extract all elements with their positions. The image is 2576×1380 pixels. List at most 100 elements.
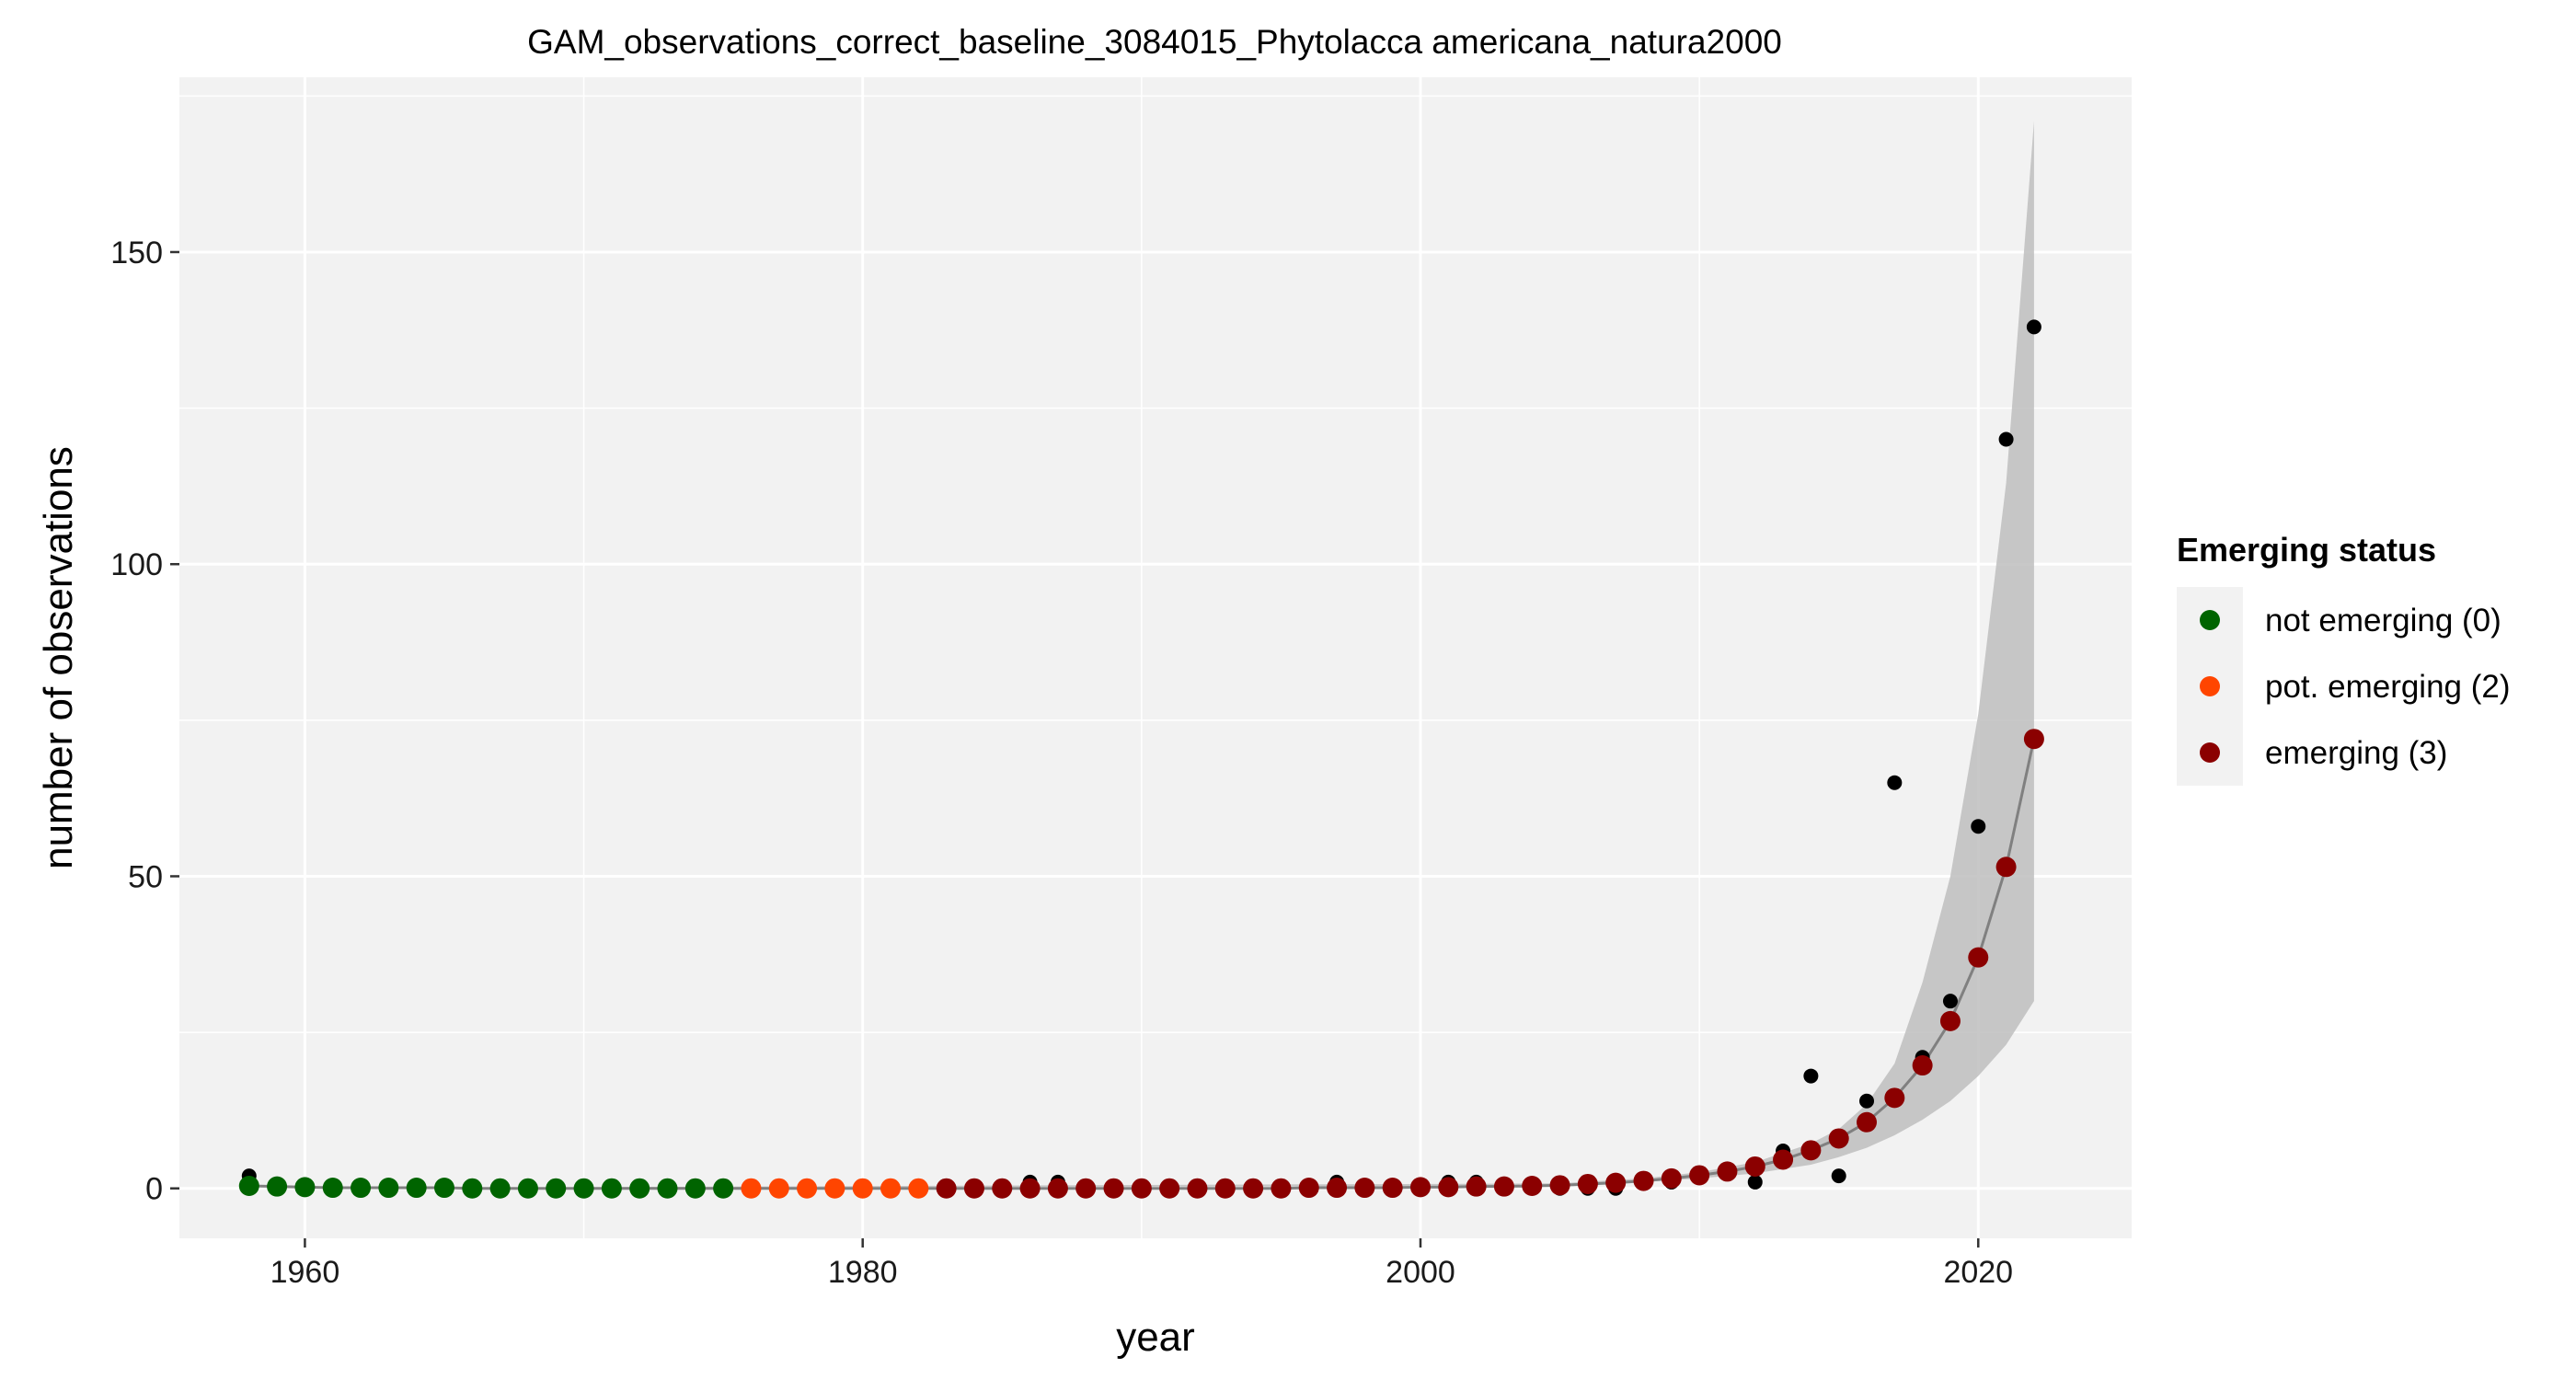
- y-tick-label: 0: [145, 1172, 163, 1207]
- fitted-point: [1717, 1161, 1738, 1182]
- fitted-point: [1438, 1177, 1459, 1198]
- observed-point: [1887, 775, 1903, 790]
- x-tick-label: 2020: [1943, 1255, 2013, 1290]
- fitted-point: [1327, 1178, 1348, 1199]
- observed-point: [1942, 994, 1958, 1009]
- fitted-point: [1884, 1087, 1905, 1109]
- x-axis-ticks: 1960 1980 2000 2020: [270, 1238, 2013, 1290]
- fitted-point: [1828, 1128, 1849, 1149]
- observed-point: [1747, 1174, 1763, 1190]
- observed-point: [1859, 1093, 1875, 1109]
- fitted-point: [1744, 1156, 1765, 1177]
- fitted-point: [238, 1176, 259, 1197]
- fitted-point: [1214, 1178, 1236, 1199]
- fitted-point: [657, 1178, 678, 1199]
- fitted-point: [489, 1178, 511, 1199]
- fitted-point: [1995, 857, 2017, 878]
- fitted-point: [1243, 1178, 1264, 1199]
- y-axis-title: number of observations: [36, 446, 81, 869]
- plot-panel: [179, 77, 2132, 1238]
- fitted-point: [351, 1178, 372, 1199]
- fitted-point: [1633, 1170, 1654, 1191]
- fitted-point: [741, 1178, 762, 1199]
- legend-item-emerging: emerging (3): [2200, 735, 2447, 771]
- fitted-point: [1187, 1178, 1208, 1199]
- fitted-point: [684, 1178, 706, 1199]
- fitted-point: [1131, 1178, 1152, 1199]
- x-tick-label: 1980: [828, 1255, 898, 1290]
- fitted-point: [1689, 1165, 1710, 1186]
- observed-point: [1998, 431, 2014, 447]
- fitted-point: [1661, 1167, 1682, 1189]
- fitted-point: [908, 1178, 929, 1199]
- fitted-point: [713, 1178, 734, 1199]
- observed-point: [1971, 819, 1986, 834]
- fitted-point: [1019, 1178, 1041, 1199]
- fitted-point: [1354, 1178, 1375, 1199]
- fitted-point: [267, 1176, 288, 1197]
- fitted-point: [517, 1178, 538, 1199]
- observed-point: [1803, 1068, 1819, 1084]
- fitted-point: [601, 1178, 622, 1199]
- fitted-point: [1382, 1178, 1403, 1199]
- fitted-point: [1912, 1055, 1933, 1076]
- fitted-point: [1577, 1173, 1598, 1194]
- fitted-point: [629, 1178, 650, 1199]
- fitted-point: [824, 1178, 845, 1199]
- fitted-point: [1522, 1176, 1543, 1197]
- fitted-point: [963, 1178, 984, 1199]
- fitted-point: [1103, 1178, 1124, 1199]
- fitted-point: [1605, 1172, 1627, 1193]
- fitted-point: [322, 1178, 343, 1199]
- fitted-point: [573, 1178, 594, 1199]
- fitted-point: [1298, 1178, 1319, 1199]
- fitted-point: [1047, 1178, 1068, 1199]
- fitted-point: [1857, 1111, 1878, 1133]
- fitted-point: [433, 1178, 454, 1199]
- fitted-point: [546, 1178, 567, 1199]
- y-axis-ticks: 0 50 100 150: [110, 236, 179, 1207]
- legend-label-pot-emerging: pot. emerging (2): [2265, 669, 2511, 705]
- fitted-point: [462, 1178, 483, 1199]
- fitted-point: [1159, 1178, 1180, 1199]
- fitted-point: [1968, 947, 1989, 968]
- grid-minor: [179, 77, 2132, 1238]
- panel-background: [179, 77, 2132, 1238]
- fitted-point: [1075, 1178, 1097, 1199]
- fitted-point: [936, 1178, 957, 1199]
- y-tick-label: 50: [128, 859, 163, 894]
- fitted-point: [1549, 1175, 1570, 1196]
- fitted-point: [294, 1177, 316, 1198]
- x-tick-label: 1960: [270, 1255, 340, 1290]
- fitted-point: [1773, 1149, 1794, 1170]
- x-tick-label: 2000: [1386, 1255, 1455, 1290]
- fitted-point: [797, 1178, 818, 1199]
- observed-point: [1831, 1168, 1846, 1184]
- fitted-point: [378, 1178, 399, 1199]
- legend-title: Emerging status: [2177, 531, 2436, 569]
- legend-item-pot-emerging: pot. emerging (2): [2200, 669, 2511, 705]
- y-tick-label: 100: [110, 547, 163, 582]
- fitted-point: [1271, 1178, 1292, 1199]
- fitted-point: [880, 1178, 902, 1199]
- fitted-point: [1466, 1176, 1487, 1197]
- fitted-point: [1409, 1177, 1431, 1198]
- fitted-point: [1939, 1010, 1961, 1031]
- fitted-point: [1493, 1176, 1514, 1197]
- fitted-point: [406, 1178, 427, 1199]
- observed-point: [2026, 319, 2041, 335]
- legend: Emerging status not emerging (0) pot. em…: [2177, 531, 2511, 786]
- fitted-points: [238, 729, 2044, 1199]
- fitted-point: [852, 1178, 873, 1199]
- legend-label-not-emerging: not emerging (0): [2265, 603, 2501, 638]
- fitted-point: [2023, 729, 2044, 750]
- x-axis-title: year: [1116, 1315, 1195, 1360]
- fitted-point: [1800, 1140, 1822, 1161]
- y-tick-label: 150: [110, 236, 163, 270]
- fitted-point: [992, 1178, 1013, 1199]
- legend-label-emerging: emerging (3): [2265, 735, 2447, 771]
- legend-item-not-emerging: not emerging (0): [2200, 603, 2501, 638]
- legend-key-not-emerging: [2200, 610, 2220, 630]
- fitted-point: [768, 1178, 789, 1199]
